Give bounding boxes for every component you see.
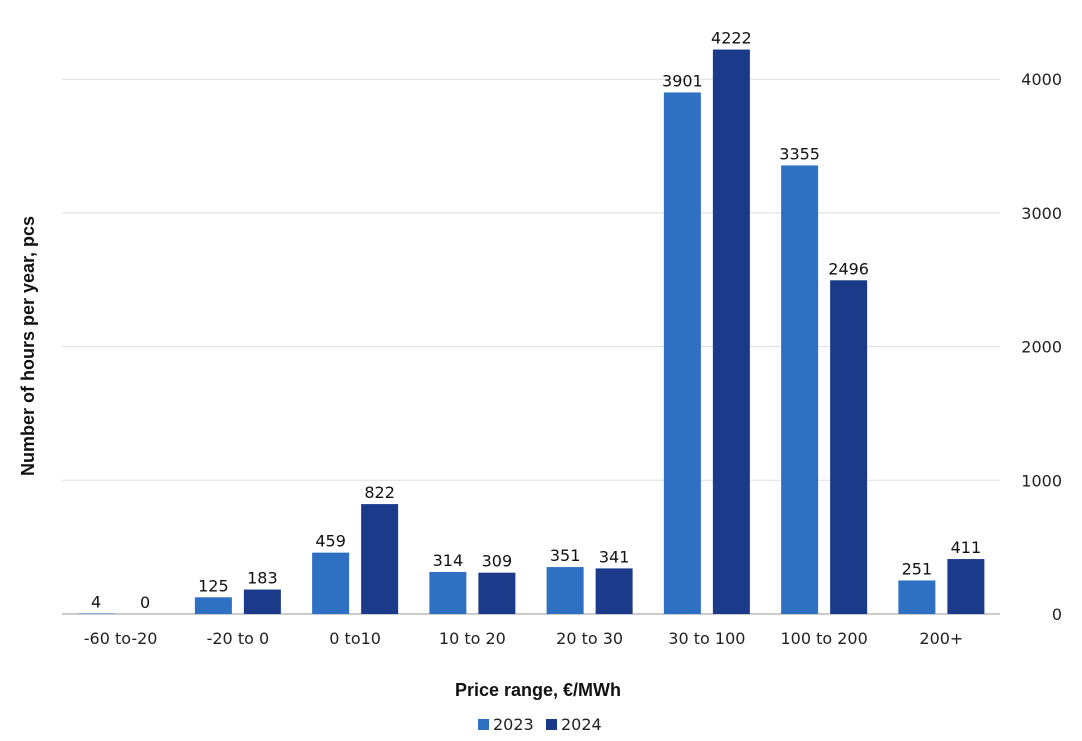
y-tick-label: 2000 bbox=[1021, 338, 1062, 357]
bar-2024-1 bbox=[243, 589, 281, 614]
bar-2024-4 bbox=[595, 568, 633, 614]
bar-2023-4 bbox=[546, 567, 584, 614]
x-tick-label: 0 to10 bbox=[329, 629, 381, 648]
data-label-2024-6: 2496 bbox=[828, 259, 869, 278]
x-axis-title: Price range, €/MWh bbox=[455, 680, 621, 700]
x-tick-label: -60 to-20 bbox=[84, 629, 158, 648]
bar-2024-3 bbox=[478, 572, 516, 614]
bar-2023-7 bbox=[898, 580, 936, 614]
legend-item-2023: 2023 bbox=[478, 715, 534, 734]
bar-2023-3 bbox=[429, 572, 467, 614]
bars bbox=[77, 49, 985, 615]
bar-2024-5 bbox=[712, 49, 750, 614]
data-label-2023-6: 3355 bbox=[779, 144, 820, 163]
data-labels: 4 0 125 183 459 822 314 309 351 341 3901 4222 3355 24… bbox=[91, 29, 981, 612]
bar-2024-2 bbox=[361, 504, 399, 614]
bar-2023-2 bbox=[312, 552, 350, 614]
y-axis-title: Number of hours per year, pcs bbox=[18, 216, 38, 476]
y-tick-label: 4000 bbox=[1021, 70, 1062, 89]
data-label-2024-3: 309 bbox=[482, 552, 513, 571]
y-tick-label: 0 bbox=[1052, 605, 1062, 624]
legend-item-2024: 2024 bbox=[546, 715, 602, 734]
x-tick-label: 100 to 200 bbox=[780, 629, 867, 648]
bar-2023-1 bbox=[194, 597, 232, 614]
x-axis-ticks: -60 to-20 -20 to 0 0 to10 10 to 20 20 to 30 3… bbox=[84, 629, 964, 648]
data-label-2024-1: 183 bbox=[247, 569, 278, 588]
y-axis-ticks: 0 1000 2000 3000 4000 bbox=[1021, 70, 1062, 624]
bar-2023-0 bbox=[77, 613, 115, 614]
bar-2023-6 bbox=[781, 165, 819, 614]
x-tick-label: -20 to 0 bbox=[207, 629, 270, 648]
x-tick-label: 30 to 100 bbox=[668, 629, 745, 648]
data-label-2023-7: 251 bbox=[902, 559, 933, 578]
legend-swatch bbox=[546, 719, 557, 730]
data-label-2023-1: 125 bbox=[198, 576, 229, 595]
y-tick-label: 3000 bbox=[1021, 204, 1062, 223]
data-label-2024-7: 411 bbox=[951, 538, 982, 557]
bar-2023-5 bbox=[663, 92, 701, 615]
data-label-2023-5: 3901 bbox=[662, 71, 703, 90]
data-label-2024-4: 341 bbox=[599, 547, 630, 566]
data-label-2023-2: 459 bbox=[315, 532, 346, 551]
bar-2024-6 bbox=[830, 280, 868, 614]
legend: 2023 2024 bbox=[478, 715, 602, 734]
data-label-2024-2: 822 bbox=[364, 483, 395, 502]
data-label-2023-3: 314 bbox=[433, 551, 464, 570]
bar-2024-7 bbox=[947, 559, 985, 614]
data-label-2024-5: 4222 bbox=[711, 29, 752, 48]
legend-swatch bbox=[478, 719, 489, 730]
data-label-2023-0: 4 bbox=[91, 592, 101, 611]
x-tick-label: 20 to 30 bbox=[556, 629, 623, 648]
y-tick-label: 1000 bbox=[1021, 471, 1062, 490]
legend-label: 2024 bbox=[561, 715, 602, 734]
data-label-2024-0: 0 bbox=[140, 593, 150, 612]
legend-label: 2023 bbox=[493, 715, 534, 734]
data-label-2023-4: 351 bbox=[550, 546, 581, 565]
x-tick-label: 200+ bbox=[919, 629, 963, 648]
x-tick-label: 10 to 20 bbox=[439, 629, 506, 648]
